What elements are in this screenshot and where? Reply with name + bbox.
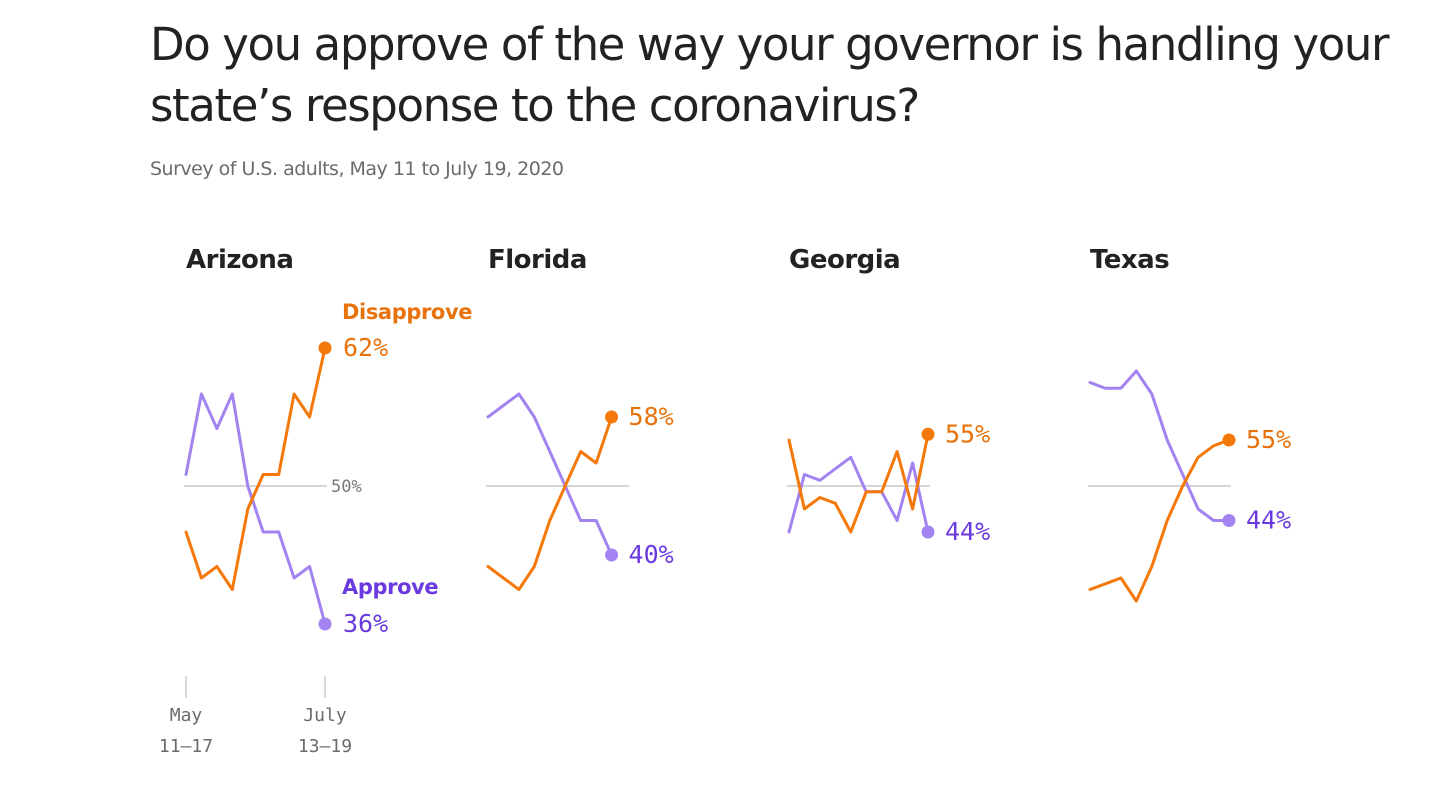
x-tick-label: July bbox=[303, 705, 347, 726]
approve-line-georgia bbox=[787, 455, 930, 534]
disapprove-series-name: Disapprove bbox=[342, 300, 472, 324]
x-tick-label: 11–17 bbox=[159, 736, 213, 757]
disapprove-line-georgia bbox=[787, 432, 930, 534]
panel-title-texas: Texas bbox=[1090, 245, 1169, 275]
disapprove-end-point-florida bbox=[605, 410, 619, 424]
approve-line-texas bbox=[1088, 369, 1231, 522]
chart-subtitle: Survey of U.S. adults, May 11 to July 19… bbox=[150, 158, 564, 180]
approve-end-label-georgia: 44% bbox=[945, 517, 990, 546]
approve-line-arizona bbox=[184, 392, 327, 626]
disapprove-line-arizona bbox=[184, 346, 327, 591]
panel-title-arizona: Arizona bbox=[186, 245, 293, 275]
approve-end-point-texas bbox=[1222, 514, 1236, 527]
approve-end-point-florida bbox=[605, 548, 619, 562]
disapprove-line-florida bbox=[486, 415, 614, 591]
approve-line-florida bbox=[486, 392, 614, 557]
disapprove-end-point-arizona bbox=[318, 341, 332, 355]
approve-end-label-arizona: 36% bbox=[343, 609, 388, 638]
x-tick-label: 13–19 bbox=[298, 736, 352, 757]
approve-end-label-florida: 40% bbox=[629, 540, 674, 569]
disapprove-end-label-florida: 58% bbox=[629, 402, 674, 431]
disapprove-end-label-texas: 55% bbox=[1246, 425, 1291, 454]
x-tick-label: May bbox=[170, 705, 203, 726]
approve-series-name: Approve bbox=[342, 575, 438, 599]
disapprove-end-point-georgia bbox=[921, 427, 935, 441]
disapprove-end-point-texas bbox=[1222, 433, 1236, 447]
approve-end-point-arizona bbox=[318, 617, 332, 631]
disapprove-line-texas bbox=[1088, 438, 1231, 603]
disapprove-end-label-georgia: 55% bbox=[945, 419, 990, 448]
approve-end-point-georgia bbox=[921, 525, 935, 539]
disapprove-end-label-arizona: 62% bbox=[343, 333, 388, 362]
chart-title: Do you approve of the way your governor … bbox=[150, 18, 1389, 132]
approve-end-label-texas: 44% bbox=[1246, 506, 1291, 535]
panel-title-georgia: Georgia bbox=[789, 245, 900, 275]
reference-label: 50% bbox=[331, 477, 362, 497]
panel-title-florida: Florida bbox=[488, 245, 587, 275]
